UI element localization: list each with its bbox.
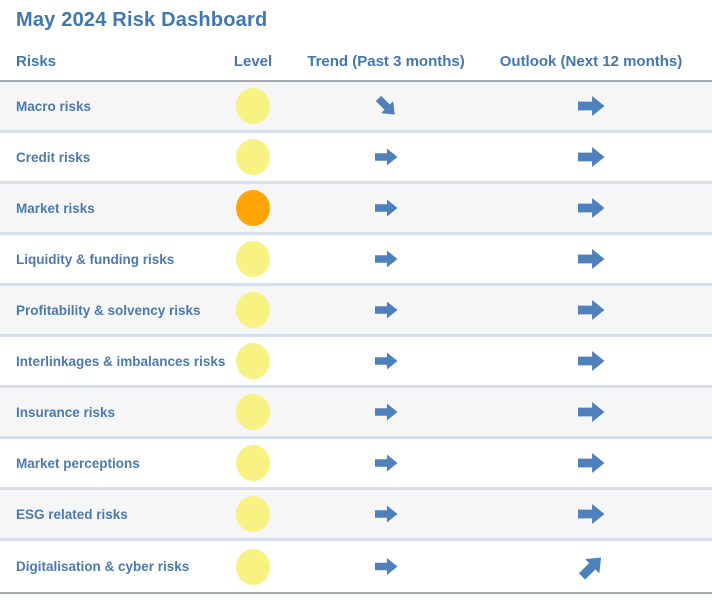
risk-label: Digitalisation & cyber risks <box>16 559 190 574</box>
risk-label: Interlinkages & imbalances risks <box>16 353 226 369</box>
outlook-arrow-icon <box>577 198 605 218</box>
outlook-cell <box>491 351 691 371</box>
level-cell <box>225 548 281 585</box>
level-cell <box>225 88 281 124</box>
outlook-cell <box>491 249 691 269</box>
level-cell <box>225 241 281 277</box>
outlook-arrow-icon <box>577 351 605 371</box>
outlook-cell <box>491 198 691 218</box>
trend-arrow-icon <box>374 454 398 472</box>
risk-label: Credit risks <box>16 149 91 165</box>
risk-label: ESG related risks <box>16 506 128 522</box>
risk-label: Macro risks <box>16 98 92 114</box>
trend-cell <box>281 148 491 166</box>
trend-arrow-icon <box>374 558 398 575</box>
risk-label: Profitability & solvency risks <box>16 302 201 318</box>
trend-arrow-icon <box>374 301 398 319</box>
risk-level-icon <box>236 292 270 328</box>
table-row: ESG related risks <box>0 490 712 541</box>
outlook-cell <box>491 453 691 473</box>
trend-arrow-icon <box>372 92 400 120</box>
outlook-arrow-icon <box>577 300 605 320</box>
table-row: Insurance risks <box>0 388 712 439</box>
table-row: Market risks <box>0 184 712 235</box>
risk-level-icon <box>236 445 270 481</box>
outlook-arrow-icon <box>577 504 605 524</box>
outlook-cell <box>491 96 691 116</box>
outlook-arrow-icon <box>574 550 607 583</box>
column-header-risks: Risks <box>16 53 57 70</box>
trend-arrow-icon <box>374 352 398 370</box>
table-header: Risks Level Trend (Past 3 months) Outloo… <box>0 32 712 82</box>
risk-level-icon <box>236 139 270 175</box>
table-row: Liquidity & funding risks <box>0 235 712 286</box>
outlook-arrow-icon <box>577 402 605 422</box>
trend-cell <box>281 352 491 370</box>
table-row: Profitability & solvency risks <box>0 286 712 337</box>
trend-cell <box>281 301 491 319</box>
outlook-cell <box>491 504 691 524</box>
trend-arrow-icon <box>374 199 398 217</box>
outlook-arrow-icon <box>577 249 605 269</box>
trend-arrow-icon <box>374 148 398 166</box>
column-header-level: Level <box>233 53 273 70</box>
risk-label: Market perceptions <box>16 455 140 471</box>
table-body: Macro risks Credit risks Market risks Li… <box>0 82 712 594</box>
risk-label: Insurance risks <box>16 404 116 420</box>
risk-level-icon <box>236 190 270 226</box>
trend-cell <box>281 250 491 268</box>
trend-cell <box>281 98 491 115</box>
trend-arrow-icon <box>374 250 398 268</box>
risk-label: Liquidity & funding risks <box>16 251 175 267</box>
risk-level-icon <box>236 343 270 379</box>
column-header-trend: Trend (Past 3 months) <box>307 53 465 70</box>
level-cell <box>225 394 281 430</box>
trend-cell <box>281 199 491 217</box>
page-title: May 2024 Risk Dashboard <box>16 9 268 31</box>
level-cell <box>225 496 281 532</box>
risk-level-icon <box>236 394 270 430</box>
risk-label: Market risks <box>16 200 95 216</box>
risk-level-icon <box>236 496 270 532</box>
outlook-arrow-icon <box>577 453 605 473</box>
outlook-cell <box>491 402 691 422</box>
trend-cell <box>281 454 491 472</box>
level-cell <box>225 343 281 379</box>
table-row: Market perceptions <box>0 439 712 490</box>
table-row: Credit risks <box>0 133 712 184</box>
trend-cell <box>281 558 491 575</box>
risk-level-icon <box>236 241 270 277</box>
risk-level-icon <box>236 548 270 585</box>
trend-cell <box>281 505 491 523</box>
risk-level-icon <box>236 88 270 124</box>
level-cell <box>225 292 281 328</box>
column-header-outlook: Outlook (Next 12 months) <box>499 53 683 70</box>
table-row: Digitalisation & cyber risks <box>0 541 712 592</box>
outlook-arrow-icon <box>577 96 605 116</box>
trend-arrow-icon <box>374 505 398 523</box>
outlook-arrow-icon <box>577 147 605 167</box>
trend-arrow-icon <box>374 403 398 421</box>
table-row: Macro risks <box>0 82 712 133</box>
table-row: Interlinkages & imbalances risks <box>0 337 712 388</box>
trend-cell <box>281 403 491 421</box>
level-cell <box>225 139 281 175</box>
outlook-cell <box>491 557 691 577</box>
level-cell <box>225 190 281 226</box>
outlook-cell <box>491 300 691 320</box>
outlook-cell <box>491 147 691 167</box>
level-cell <box>225 445 281 481</box>
